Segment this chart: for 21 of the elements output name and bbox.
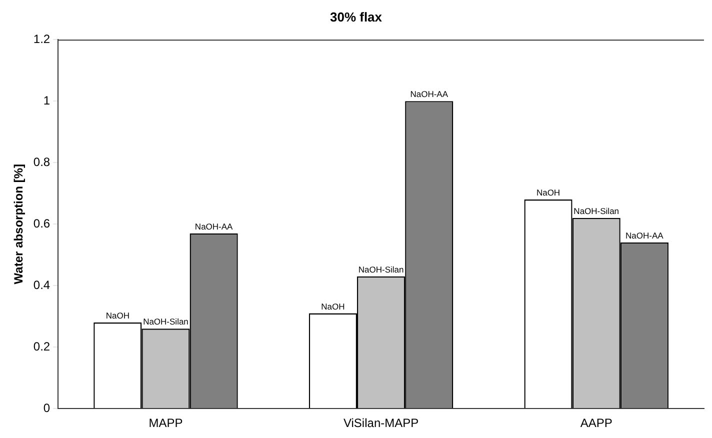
y-tick-label: 0.6 — [33, 216, 50, 230]
series-label: NaOH — [106, 310, 130, 321]
text: NaOH-Silan — [574, 206, 620, 216]
y-tick-label: 0.4 — [33, 278, 50, 292]
text: NaOH — [536, 188, 560, 198]
y-tick-label: 0.8 — [33, 154, 50, 169]
text: NaOH-Silan — [143, 316, 188, 327]
x-tick-label: ViSilan-MAPP — [343, 416, 419, 430]
text: NaOH-AA — [410, 89, 448, 100]
chart-title: 30% flax — [330, 9, 383, 24]
y-axis-title: Water absorption [%] — [12, 164, 26, 284]
series-label: NaOH-AA — [626, 230, 664, 241]
x-tick-label: MAPP — [148, 416, 183, 430]
y-tick-label: 0.2 — [33, 339, 50, 354]
x-tick-label: AAPP — [580, 416, 612, 430]
text: NaOH — [321, 301, 345, 312]
y-tick-label: 0 — [43, 400, 50, 415]
text: NaOH-AA — [194, 221, 233, 232]
y-tick-label: 1.2 — [33, 32, 50, 46]
y-tick-label: 1 — [43, 93, 50, 108]
series-label: NaOH-Silan — [358, 264, 404, 274]
